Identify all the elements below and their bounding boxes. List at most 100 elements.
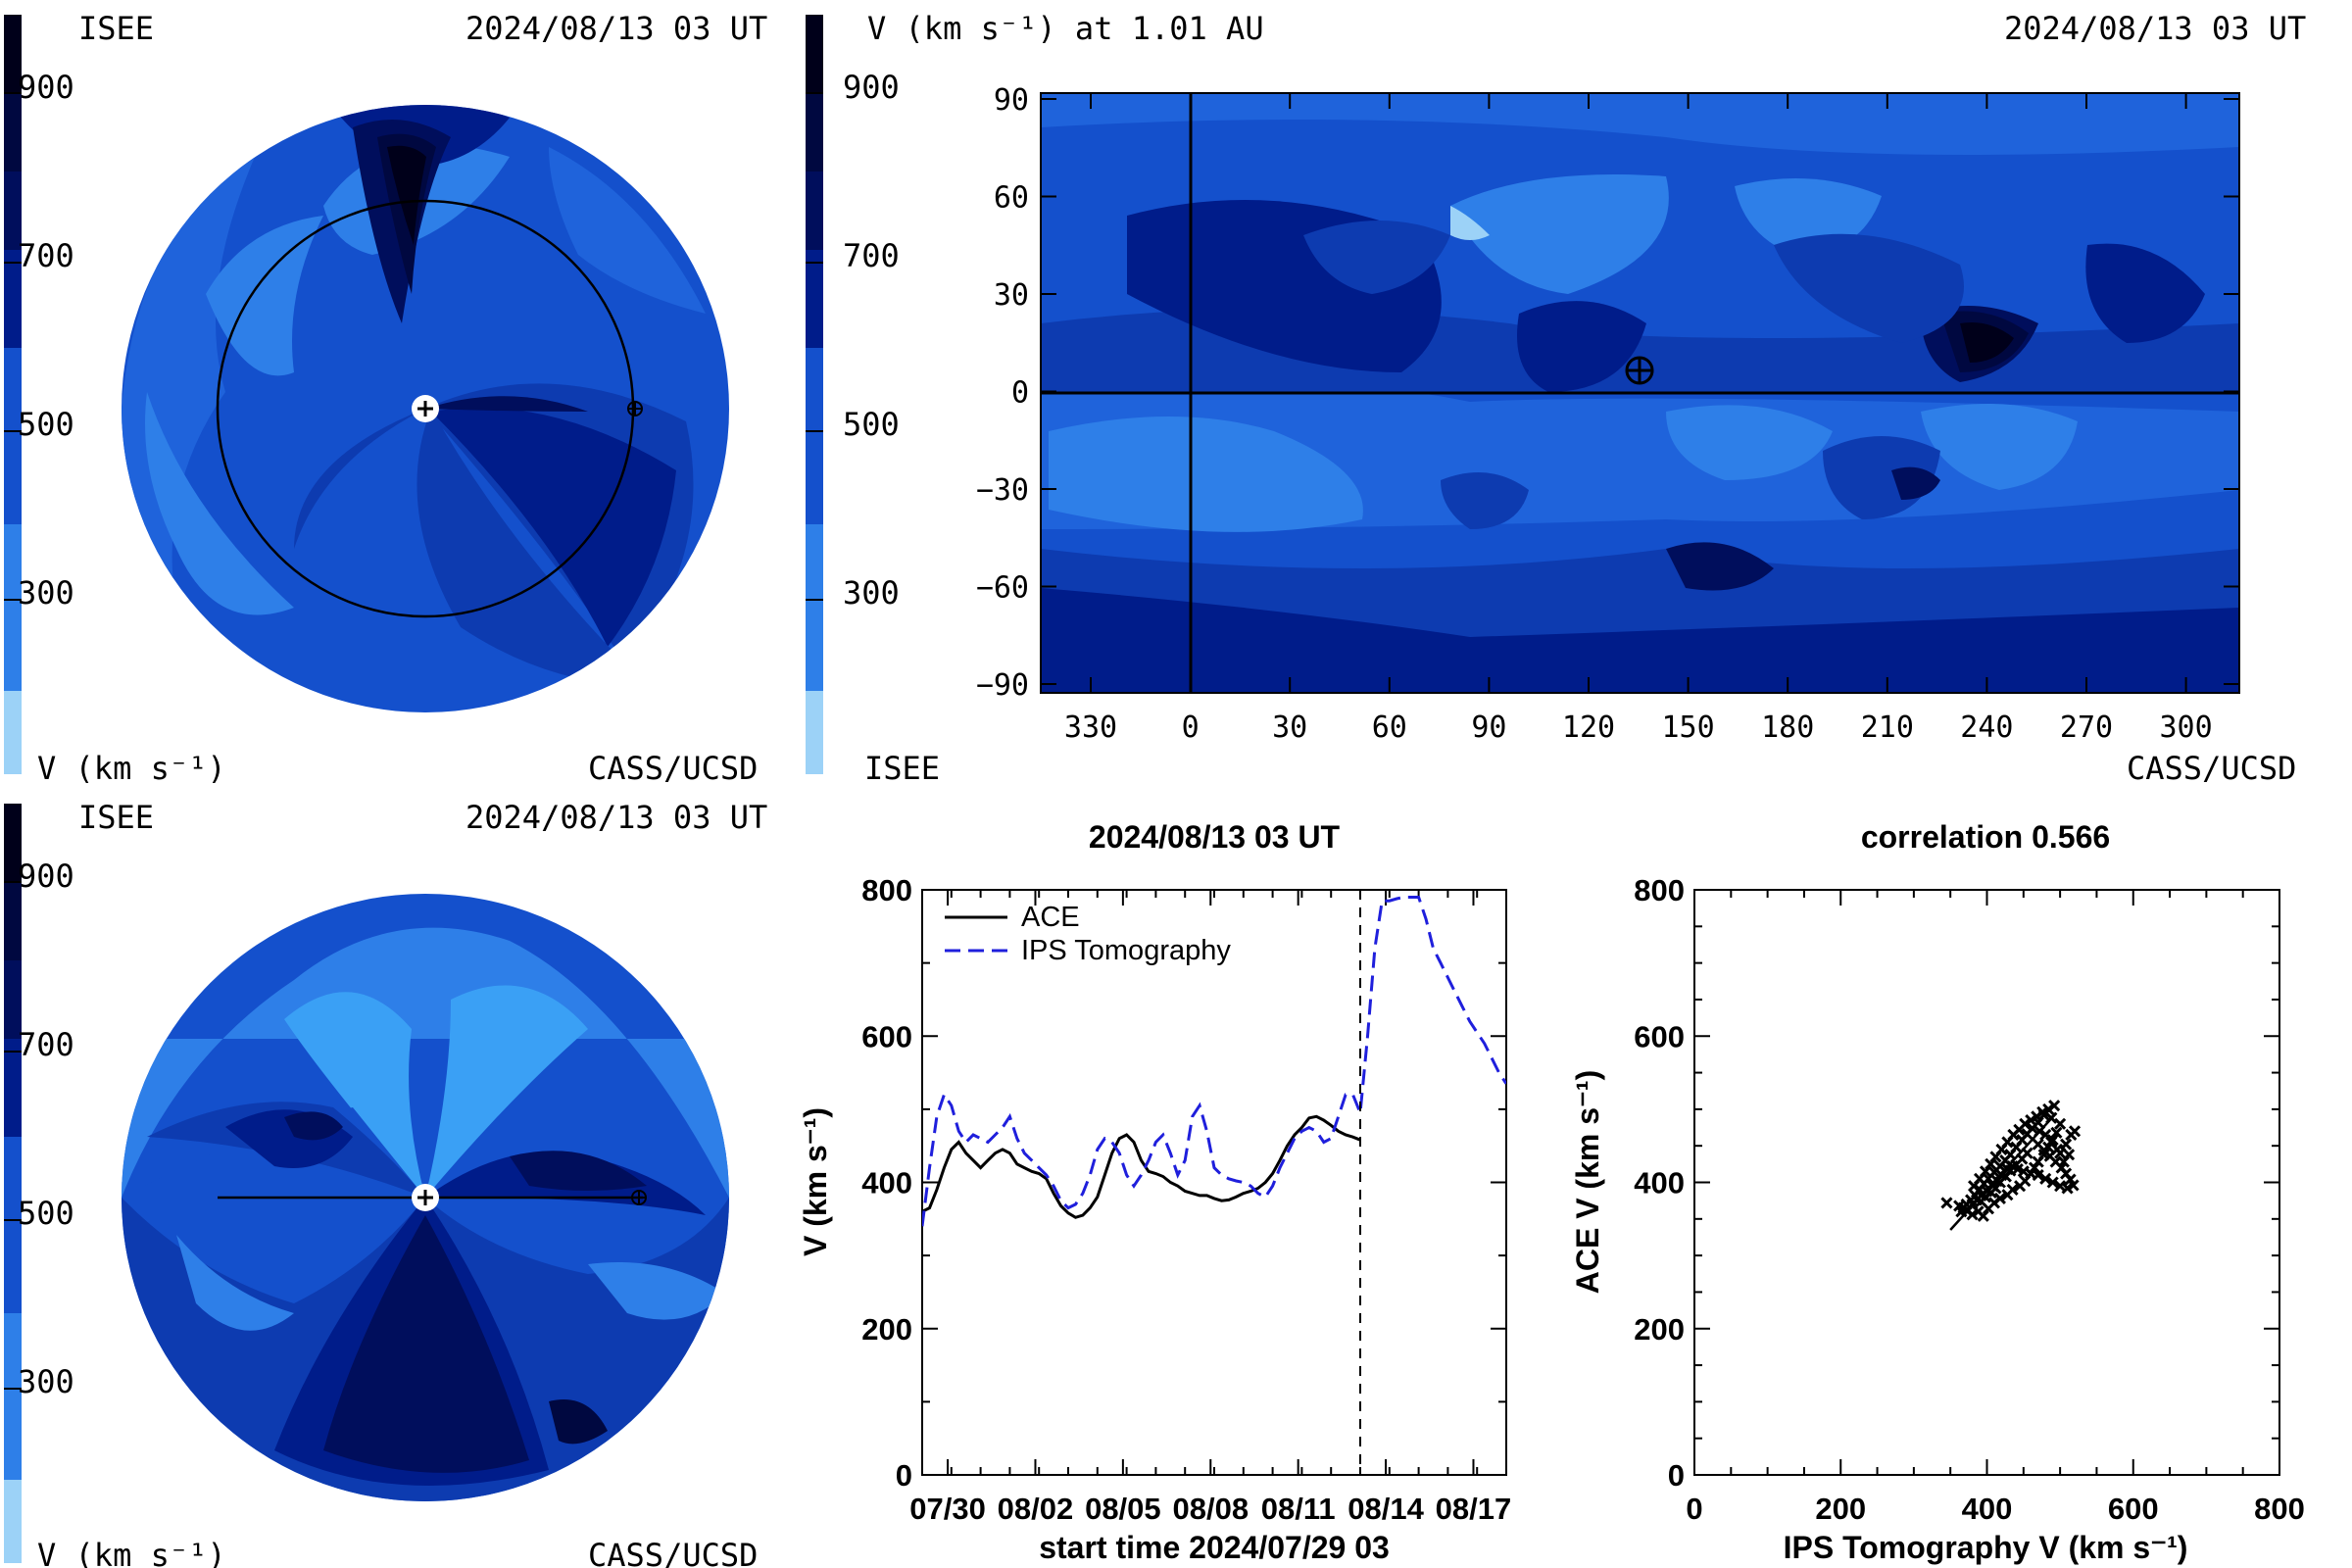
x-tick-label: 210 (1861, 710, 1914, 745)
sun-marker (412, 1184, 439, 1211)
colorbar-tl: 900 700 500 300 (4, 15, 74, 774)
y-tick-label: 0 (896, 1458, 912, 1493)
velocity-unit-label: V (km s⁻¹) (37, 750, 226, 787)
y-tick-label: 0 (1011, 376, 1029, 411)
map-y-axis: 90 60 30 0 −30 −60 −90 (976, 83, 2239, 703)
colorbar-tick: 700 (843, 237, 900, 274)
x-tick-label: 300 (2160, 710, 2213, 745)
scatter-point (1977, 1209, 1989, 1222)
earth-marker (631, 1190, 647, 1205)
x-tick-label: 120 (1562, 710, 1615, 745)
scatter-point (2057, 1155, 2070, 1168)
colorbar-tick: 500 (18, 1195, 74, 1232)
scatter-point (1966, 1208, 1979, 1221)
x-axis-label: IPS Tomography V (km s⁻¹) (1784, 1530, 2188, 1565)
scatter-point (2036, 1105, 2049, 1118)
scatter-point (2064, 1173, 2077, 1186)
y-tick-label: 800 (1634, 873, 1685, 907)
colorbar-bl: 900 700 500 300 (4, 804, 74, 1563)
ace-series-line (922, 1114, 1361, 1219)
sun-marker (412, 395, 439, 422)
line-chart-axes: 800 600 400 200 007/30 08/02 08/05 08/08 08/11 08… (861, 873, 1511, 1526)
timestamp: 2024/08/13 03 UT (466, 799, 767, 836)
scatter-point (2060, 1138, 2073, 1151)
plot-frame (921, 889, 1507, 1476)
x-tick-label: 30 (1272, 710, 1307, 745)
x-tick-label: 08/17 (1436, 1492, 1512, 1526)
y-tick-label: 200 (1634, 1312, 1685, 1347)
scatter-title: correlation 0.566 (1861, 819, 2110, 855)
x-tick-label: 270 (2060, 710, 2113, 745)
panel-bottom-left: 900 700 500 300 ISEE 2024/08/13 03 UT V … (4, 799, 767, 1568)
scatter-point (2039, 1172, 2052, 1185)
y-tick-label: 60 (994, 181, 1029, 216)
isee-label: ISEE (864, 750, 940, 787)
y-tick-label: 400 (1634, 1166, 1685, 1200)
map-title: V (km s⁻¹) at 1.01 AU (867, 10, 1264, 47)
x-tick-label: 60 (1372, 710, 1407, 745)
y-tick-label: 600 (1634, 1019, 1685, 1054)
scatter-point (2039, 1128, 2052, 1142)
x-tick-label: 330 (1064, 710, 1117, 745)
x-tick-label: 200 (1815, 1492, 1866, 1526)
colorbar-tr: 900 700 500 300 (806, 15, 900, 774)
scatter-point (1940, 1197, 1953, 1209)
scatter-point (1979, 1165, 1992, 1178)
scatter-point (2025, 1114, 2037, 1127)
colorbar-tick: 500 (843, 406, 900, 443)
panel-top-left: 900 700 500 300 ISEE 2024/08/13 03 UT V … (4, 10, 767, 787)
x-tick-label: 07/30 (909, 1492, 986, 1526)
scatter-point (2063, 1149, 2076, 1161)
isee-label: ISEE (78, 799, 154, 836)
scatter-point (1993, 1192, 2006, 1204)
colorbar-tick: 300 (18, 1363, 74, 1400)
x-tick-label: 08/05 (1085, 1492, 1161, 1526)
y-axis-label: V (km s⁻¹) (798, 1107, 833, 1256)
x-tick-label: 0 (1182, 710, 1200, 745)
x-tick-label: 400 (1962, 1492, 2013, 1526)
cass-ucsd-label: CASS/UCSD (2127, 750, 2296, 787)
scatter-point (2050, 1126, 2063, 1139)
panel-top-right: 900 700 500 300 V (km s⁻¹) at 1.01 AU 20… (806, 10, 2306, 787)
scatter-point (2046, 1176, 2059, 1189)
scatter-point (2067, 1179, 2080, 1192)
x-tick-label: 800 (2254, 1492, 2305, 1526)
timestamp: 2024/08/13 03 UT (466, 10, 767, 47)
y-tick-label: −30 (976, 473, 1029, 508)
legend-label-ace: ACE (1021, 902, 1080, 933)
timestamp: 2024/08/13 03 UT (2004, 10, 2306, 47)
map-x-axis: 330 0 30 60 90 120 150 180 210 240 270 300 (1064, 93, 2213, 745)
colorbar-tick: 900 (843, 69, 900, 106)
x-axis-label: start time 2024/07/29 03 (1039, 1530, 1390, 1565)
velocity-unit-label: V (km s⁻¹) (37, 1537, 226, 1568)
isee-label: ISEE (78, 10, 154, 47)
x-tick-label: 150 (1662, 710, 1715, 745)
x-tick-label: 180 (1761, 710, 1814, 745)
scatter-point (2019, 1117, 2032, 1130)
y-tick-label: −60 (976, 571, 1029, 606)
y-tick-label: −90 (976, 668, 1029, 703)
x-tick-label: 08/02 (998, 1492, 1074, 1526)
earth-marker (1625, 356, 1654, 385)
x-tick-label: 08/08 (1172, 1492, 1249, 1526)
legend: ACE IPS Tomography (945, 902, 1231, 966)
scatter-axes: 800 600 400 200 00 200 400 600 800 (1634, 873, 2305, 1526)
line-chart-title: 2024/08/13 03 UT (1089, 819, 1341, 855)
scatter-point (2054, 1180, 2067, 1193)
scatter-point (2028, 1161, 2041, 1174)
y-tick-label: 400 (861, 1166, 912, 1200)
scatter-point (2042, 1102, 2055, 1115)
y-tick-label: 800 (861, 873, 912, 907)
legend-label-ips: IPS Tomography (1021, 935, 1231, 966)
scatter-point (2054, 1117, 2067, 1130)
x-tick-label: 08/11 (1261, 1492, 1336, 1526)
x-tick-label: 90 (1471, 710, 1506, 745)
cass-ucsd-label: CASS/UCSD (588, 750, 758, 787)
colorbar-tick: 900 (18, 69, 74, 106)
y-tick-label: 0 (1668, 1458, 1685, 1493)
colorbar-tick: 900 (18, 858, 74, 895)
fit-line (1949, 1111, 2058, 1231)
scatter-point (2006, 1183, 2019, 1197)
line-chart: 2024/08/13 03 UT 800 600 400 200 007/30 08/02… (798, 819, 1511, 1565)
